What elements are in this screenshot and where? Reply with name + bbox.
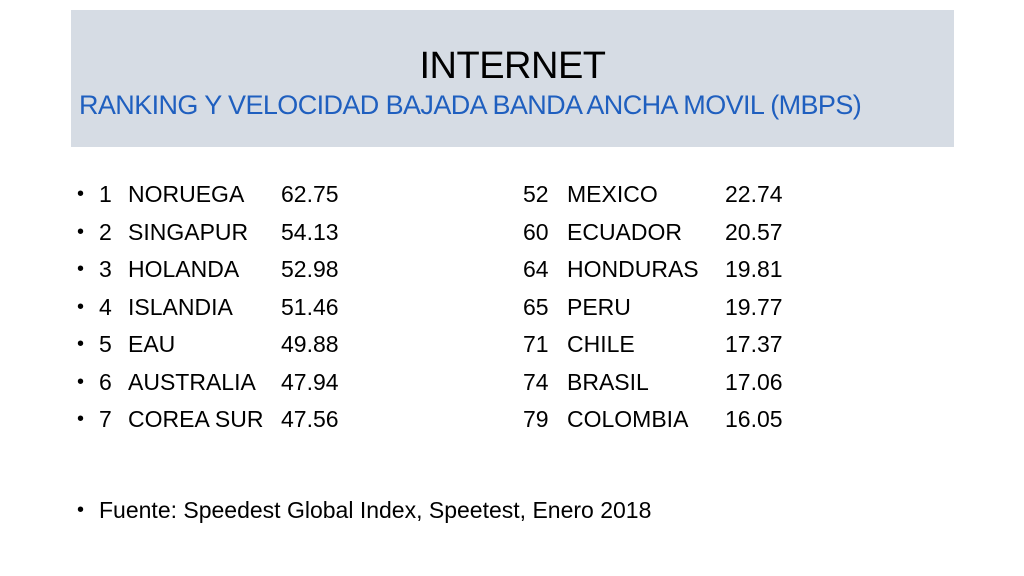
bullet-icon: • <box>77 499 85 521</box>
left-rank: 2 <box>99 218 112 245</box>
right-rank: 74 <box>523 368 549 395</box>
list-item: • 6 AUSTRALIA 47.94 74 BRASIL 17.06 <box>77 366 977 404</box>
bullet-icon: • <box>77 295 85 318</box>
left-speed: 47.94 <box>281 368 339 395</box>
bullet-icon: • <box>77 333 85 355</box>
right-country: ECUADOR <box>567 218 683 245</box>
right-country: HONDURAS <box>567 256 699 282</box>
right-country: CHILE <box>567 331 635 357</box>
bullet-icon: • <box>77 220 85 243</box>
left-speed: 54.13 <box>281 218 339 245</box>
left-rank: 1 <box>99 181 112 207</box>
right-speed: 20.57 <box>725 218 783 245</box>
left-country: ISLANDIA <box>128 293 233 320</box>
left-rank: 5 <box>99 331 112 357</box>
right-speed: 16.05 <box>725 406 783 432</box>
right-rank: 60 <box>523 218 549 245</box>
list-item: • 2 SINGAPUR 54.13 60 ECUADOR 20.57 <box>77 216 977 254</box>
bullet-icon: • <box>77 258 85 280</box>
left-country: EAU <box>128 331 176 357</box>
left-speed: 47.56 <box>281 406 339 432</box>
right-speed: 19.77 <box>725 293 783 320</box>
right-country: PERU <box>567 293 631 320</box>
right-country: MEXICO <box>567 181 658 207</box>
left-speed: 49.88 <box>281 331 339 357</box>
slide-subtitle: RANKING Y VELOCIDAD BAJADA BANDA ANCHA M… <box>79 90 862 120</box>
right-speed: 22.74 <box>725 181 783 207</box>
right-rank: 79 <box>523 406 549 432</box>
ranking-list: • 1 NORUEGA 62.75 52 MEXICO 22.74 • 2 SINGAPUR 54.… <box>77 178 977 441</box>
left-rank: 6 <box>99 368 112 395</box>
left-country: COREA SUR <box>128 406 264 432</box>
title-box: INTERNET RANKING Y VELOCIDAD BAJADA BAND… <box>71 10 954 147</box>
left-country: AUSTRALIA <box>128 368 256 395</box>
right-speed: 17.06 <box>725 368 783 395</box>
right-speed: 17.37 <box>725 331 783 357</box>
source-text: Fuente: Speedest Global Index, Speetest,… <box>99 497 652 523</box>
list-item: • 7 COREA SUR 47.56 79 COLOMBIA 16.05 <box>77 403 977 441</box>
bullet-icon: • <box>77 370 85 393</box>
bullet-icon: • <box>77 408 85 430</box>
left-rank: 4 <box>99 293 112 320</box>
list-item: • 5 EAU 49.88 71 CHILE 17.37 <box>77 328 977 366</box>
left-country: NORUEGA <box>128 181 245 207</box>
list-item: • 1 NORUEGA 62.75 52 MEXICO 22.74 <box>77 178 977 216</box>
slide-title: INTERNET <box>419 45 607 87</box>
left-speed: 52.98 <box>281 256 339 282</box>
left-rank: 3 <box>99 256 112 282</box>
list-item: • 4 ISLANDIA 51.46 65 PERU 19.77 <box>77 291 977 329</box>
left-speed: 62.75 <box>281 181 339 207</box>
bullet-icon: • <box>77 183 85 205</box>
right-rank: 71 <box>523 331 549 357</box>
list-item: • 3 HOLANDA 52.98 64 HONDURAS 19.81 <box>77 253 977 291</box>
left-speed: 51.46 <box>281 293 339 320</box>
right-rank: 52 <box>523 181 549 207</box>
left-rank: 7 <box>99 406 112 432</box>
right-rank: 64 <box>523 256 549 282</box>
right-country: BRASIL <box>567 368 649 395</box>
right-rank: 65 <box>523 293 549 320</box>
left-country: SINGAPUR <box>128 218 249 245</box>
left-country: HOLANDA <box>128 256 240 282</box>
right-speed: 19.81 <box>725 256 783 282</box>
right-country: COLOMBIA <box>567 406 689 432</box>
